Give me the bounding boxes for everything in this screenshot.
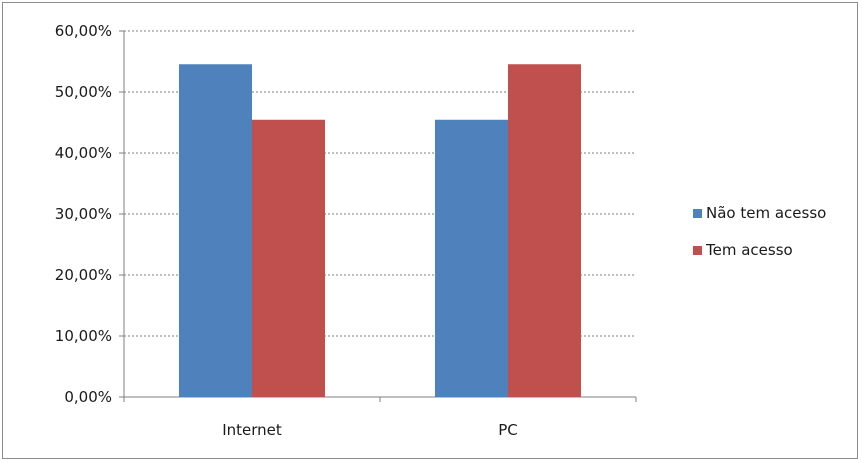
bars: [179, 64, 581, 398]
bar-pc-series-2: [508, 64, 581, 398]
y-tick-label: 40,00%: [55, 144, 112, 162]
y-tick-label: 20,00%: [55, 266, 112, 284]
legend-swatch: [693, 246, 702, 255]
tick-labels: 0,00% 10,00% 20,00% 30,00% 40,00% 50,00% 60,00…: [55, 22, 518, 439]
bar-pc-series-1: [435, 119, 508, 397]
y-tick-label: 60,00%: [55, 22, 112, 40]
x-tick-label: Internet: [222, 421, 282, 439]
legend-label: Tem acesso: [705, 241, 793, 259]
x-tick-label: PC: [498, 421, 518, 439]
y-tick-label: 10,00%: [55, 327, 112, 345]
y-tick-label: 50,00%: [55, 83, 112, 101]
y-tick-label: 0,00%: [64, 388, 112, 406]
legend-swatch: [693, 209, 702, 218]
legend: Não tem acesso Tem acesso: [693, 204, 826, 259]
legend-label: Não tem acesso: [706, 204, 826, 222]
bar-internet-series-2: [252, 119, 325, 397]
bar-internet-series-1: [179, 64, 252, 398]
y-tick-label: 30,00%: [55, 205, 112, 223]
